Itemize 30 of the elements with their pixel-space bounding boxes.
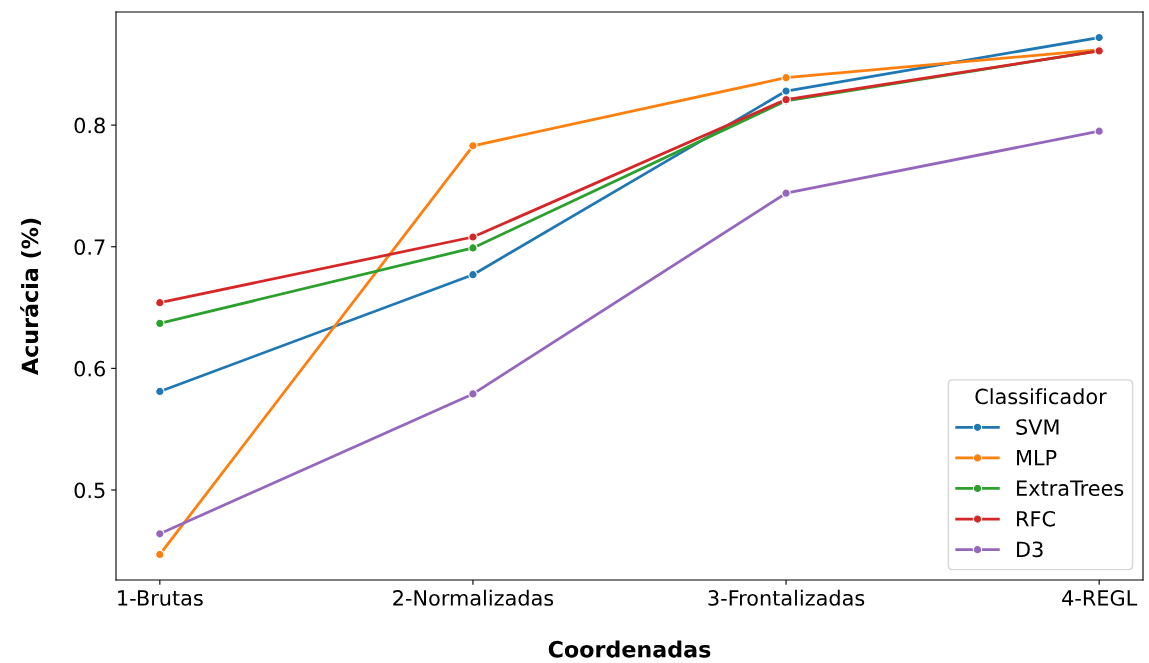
point bbox=[155, 529, 165, 539]
legend-label: RFC bbox=[1017, 510, 1055, 527]
legend-label: D3 bbox=[1017, 541, 1043, 558]
legend-title: Classificador bbox=[975, 388, 1107, 405]
point bbox=[468, 232, 478, 242]
legend-label: MLP bbox=[1017, 449, 1057, 466]
point bbox=[781, 188, 791, 198]
x-tick-label: 4-REGL bbox=[1062, 590, 1138, 606]
point bbox=[155, 297, 165, 308]
x-tick-label: 3-Frontalizadas bbox=[708, 589, 865, 606]
legend-label: SVM bbox=[1016, 419, 1059, 435]
point bbox=[1094, 126, 1104, 136]
point bbox=[155, 549, 165, 560]
point bbox=[468, 141, 478, 151]
y-tick-label: 0.6 bbox=[74, 360, 105, 377]
x-tick-label: 2-Normalizadas bbox=[393, 589, 554, 606]
legend-label: ExtraTrees bbox=[1017, 480, 1124, 497]
point bbox=[155, 386, 165, 397]
point bbox=[781, 86, 791, 96]
point bbox=[468, 269, 478, 280]
y-tick-label: 0.7 bbox=[74, 239, 105, 255]
point bbox=[468, 389, 478, 399]
y-tick-label: 0.8 bbox=[74, 117, 105, 134]
y-axis-title: Acurácia (%) bbox=[20, 218, 41, 376]
y-tick-label: 0.5 bbox=[74, 482, 105, 499]
x-axis-title: Coordenadas bbox=[548, 640, 711, 658]
x-tick-label: 1-Brutas bbox=[118, 590, 203, 606]
point bbox=[155, 318, 165, 329]
point bbox=[781, 72, 791, 83]
point bbox=[468, 243, 478, 253]
